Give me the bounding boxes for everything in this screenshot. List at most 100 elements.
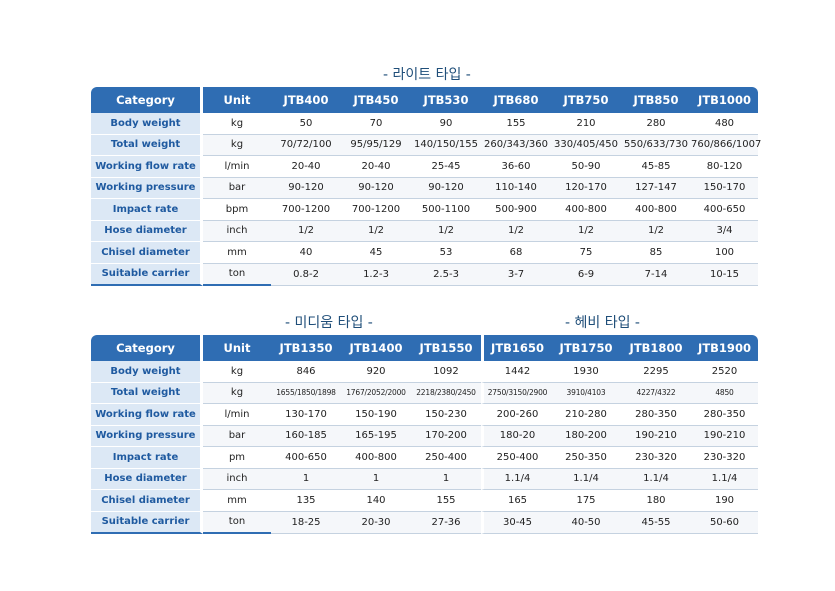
spec-value: 95/95/129 bbox=[341, 134, 411, 156]
spec-value: 280-350 bbox=[621, 404, 691, 426]
row-category: Suitable carrier bbox=[91, 511, 203, 534]
spec-value: 500-900 bbox=[481, 199, 551, 221]
spec-value: 130-170 bbox=[271, 404, 341, 426]
spec-value: 230-320 bbox=[691, 447, 758, 469]
header-model: JTB750 bbox=[551, 87, 621, 113]
spec-value: 1/2 bbox=[271, 220, 341, 242]
spec-value: 20-30 bbox=[341, 511, 411, 534]
spec-value: 45 bbox=[341, 242, 411, 264]
header-model: JTB450 bbox=[341, 87, 411, 113]
spec-value: 400-650 bbox=[691, 199, 758, 221]
row-unit: bpm bbox=[203, 199, 271, 221]
row-category: Body weight bbox=[91, 361, 203, 383]
spec-value: 1/2 bbox=[341, 220, 411, 242]
spec-value: 4227/4322 bbox=[621, 382, 691, 404]
spec-value: 1/2 bbox=[411, 220, 481, 242]
spec-value: 68 bbox=[481, 242, 551, 264]
table-row: Suitable carrier ton 18-25 20-30 27-36 30-45 4… bbox=[91, 511, 758, 534]
spec-value: 400-650 bbox=[271, 447, 341, 469]
row-unit: l/min bbox=[203, 404, 271, 426]
spec-value: 45-85 bbox=[621, 156, 691, 178]
spec-value: 70/72/100 bbox=[271, 134, 341, 156]
spec-value: 110-140 bbox=[481, 177, 551, 199]
spec-value: 250-350 bbox=[551, 447, 621, 469]
row-unit: inch bbox=[203, 468, 271, 490]
light-type-title: - 라이트 타입 - bbox=[383, 67, 471, 83]
table-row: Hose diameter inch 1 1 1 1.1/4 1.1/4 1.1/4 1.1/4 bbox=[91, 468, 758, 490]
table-row: Chisel diameter mm 135 140 155 165 175 180 190 bbox=[91, 490, 758, 512]
spec-value: 550/633/730 bbox=[621, 134, 691, 156]
table-row: Working flow rate l/min 130-170 150-190 150-… bbox=[91, 404, 758, 426]
spec-value: 2750/3150/2900 bbox=[481, 382, 551, 404]
row-category: Working pressure bbox=[91, 177, 203, 199]
table-row: Hose diameter inch 1/2 1/2 1/2 1/2 1/2 1/2 3/4 bbox=[91, 220, 758, 242]
spec-value: 155 bbox=[411, 490, 481, 512]
spec-value: 25-45 bbox=[411, 156, 481, 178]
spec-value: 53 bbox=[411, 242, 481, 264]
spec-value: 2520 bbox=[691, 361, 758, 383]
spec-value: 0.8-2 bbox=[271, 263, 341, 286]
spec-value: 1 bbox=[341, 468, 411, 490]
spec-value: 846 bbox=[271, 361, 341, 383]
header-model: JTB1350 bbox=[271, 335, 341, 361]
spec-value: 480 bbox=[691, 113, 758, 135]
spec-value: 700-1200 bbox=[341, 199, 411, 221]
header-model: JTB1900 bbox=[691, 335, 758, 361]
spec-value: 1/2 bbox=[551, 220, 621, 242]
spec-value: 2.5-3 bbox=[411, 263, 481, 286]
row-unit: ton bbox=[203, 511, 271, 534]
table-row: Working pressure bar 90-120 90-120 90-120 110… bbox=[91, 177, 758, 199]
header-unit: Unit bbox=[203, 87, 271, 113]
spec-value: 3-7 bbox=[481, 263, 551, 286]
spec-value: 30-45 bbox=[481, 511, 551, 534]
row-category: Working pressure bbox=[91, 425, 203, 447]
spec-value: 150-170 bbox=[691, 177, 758, 199]
spec-value: 155 bbox=[481, 113, 551, 135]
table-row: Working pressure bar 160-185 165-195 170-200… bbox=[91, 425, 758, 447]
spec-value: 230-320 bbox=[621, 447, 691, 469]
medium-heavy-spec-table: Category Unit JTB1350 JTB1400 JTB1550 JTB1650… bbox=[91, 335, 758, 534]
row-category: Chisel diameter bbox=[91, 490, 203, 512]
spec-value: 1.1/4 bbox=[621, 468, 691, 490]
table-row: Body weight kg 50 70 90 155 210 280 480 bbox=[91, 113, 758, 135]
header-model: JTB400 bbox=[271, 87, 341, 113]
spec-value: 18-25 bbox=[271, 511, 341, 534]
spec-value: 40 bbox=[271, 242, 341, 264]
row-unit: kg bbox=[203, 361, 271, 383]
spec-value: 100 bbox=[691, 242, 758, 264]
spec-value: 20-40 bbox=[271, 156, 341, 178]
row-category: Working flow rate bbox=[91, 404, 203, 426]
row-category: Hose diameter bbox=[91, 220, 203, 242]
spec-value: 7-14 bbox=[621, 263, 691, 286]
spec-value: 180 bbox=[621, 490, 691, 512]
spec-value: 210-280 bbox=[551, 404, 621, 426]
header-row: Category Unit JTB400 JTB450 JTB530 JTB680 JTB7… bbox=[91, 87, 758, 113]
spec-value: 90-120 bbox=[411, 177, 481, 199]
spec-value: 160-185 bbox=[271, 425, 341, 447]
spec-value: 3/4 bbox=[691, 220, 758, 242]
spec-value: 1092 bbox=[411, 361, 481, 383]
spec-value: 10-15 bbox=[691, 263, 758, 286]
spec-value: 120-170 bbox=[551, 177, 621, 199]
row-category: Impact rate bbox=[91, 447, 203, 469]
row-unit: ton bbox=[203, 263, 271, 286]
heavy-type-title: - 헤비 타입 - bbox=[565, 315, 640, 331]
spec-value: 20-40 bbox=[341, 156, 411, 178]
spec-value: 190-210 bbox=[621, 425, 691, 447]
row-unit: pm bbox=[203, 447, 271, 469]
row-unit: kg bbox=[203, 382, 271, 404]
spec-value: 400-800 bbox=[621, 199, 691, 221]
spec-value: 250-400 bbox=[411, 447, 481, 469]
spec-value: 1655/1850/1898 bbox=[271, 382, 341, 404]
spec-value: 1.2-3 bbox=[341, 263, 411, 286]
spec-value: 190 bbox=[691, 490, 758, 512]
table-row: Impact rate bpm 700-1200 700-1200 500-1100 50… bbox=[91, 199, 758, 221]
spec-value: 250-400 bbox=[481, 447, 551, 469]
spec-value: 1767/2052/2000 bbox=[341, 382, 411, 404]
spec-value: 90 bbox=[411, 113, 481, 135]
table-row: Impact rate pm 400-650 400-800 250-400 250-40… bbox=[91, 447, 758, 469]
spec-value: 200-260 bbox=[481, 404, 551, 426]
spec-value: 400-800 bbox=[551, 199, 621, 221]
spec-value: 36-60 bbox=[481, 156, 551, 178]
spec-value: 85 bbox=[621, 242, 691, 264]
